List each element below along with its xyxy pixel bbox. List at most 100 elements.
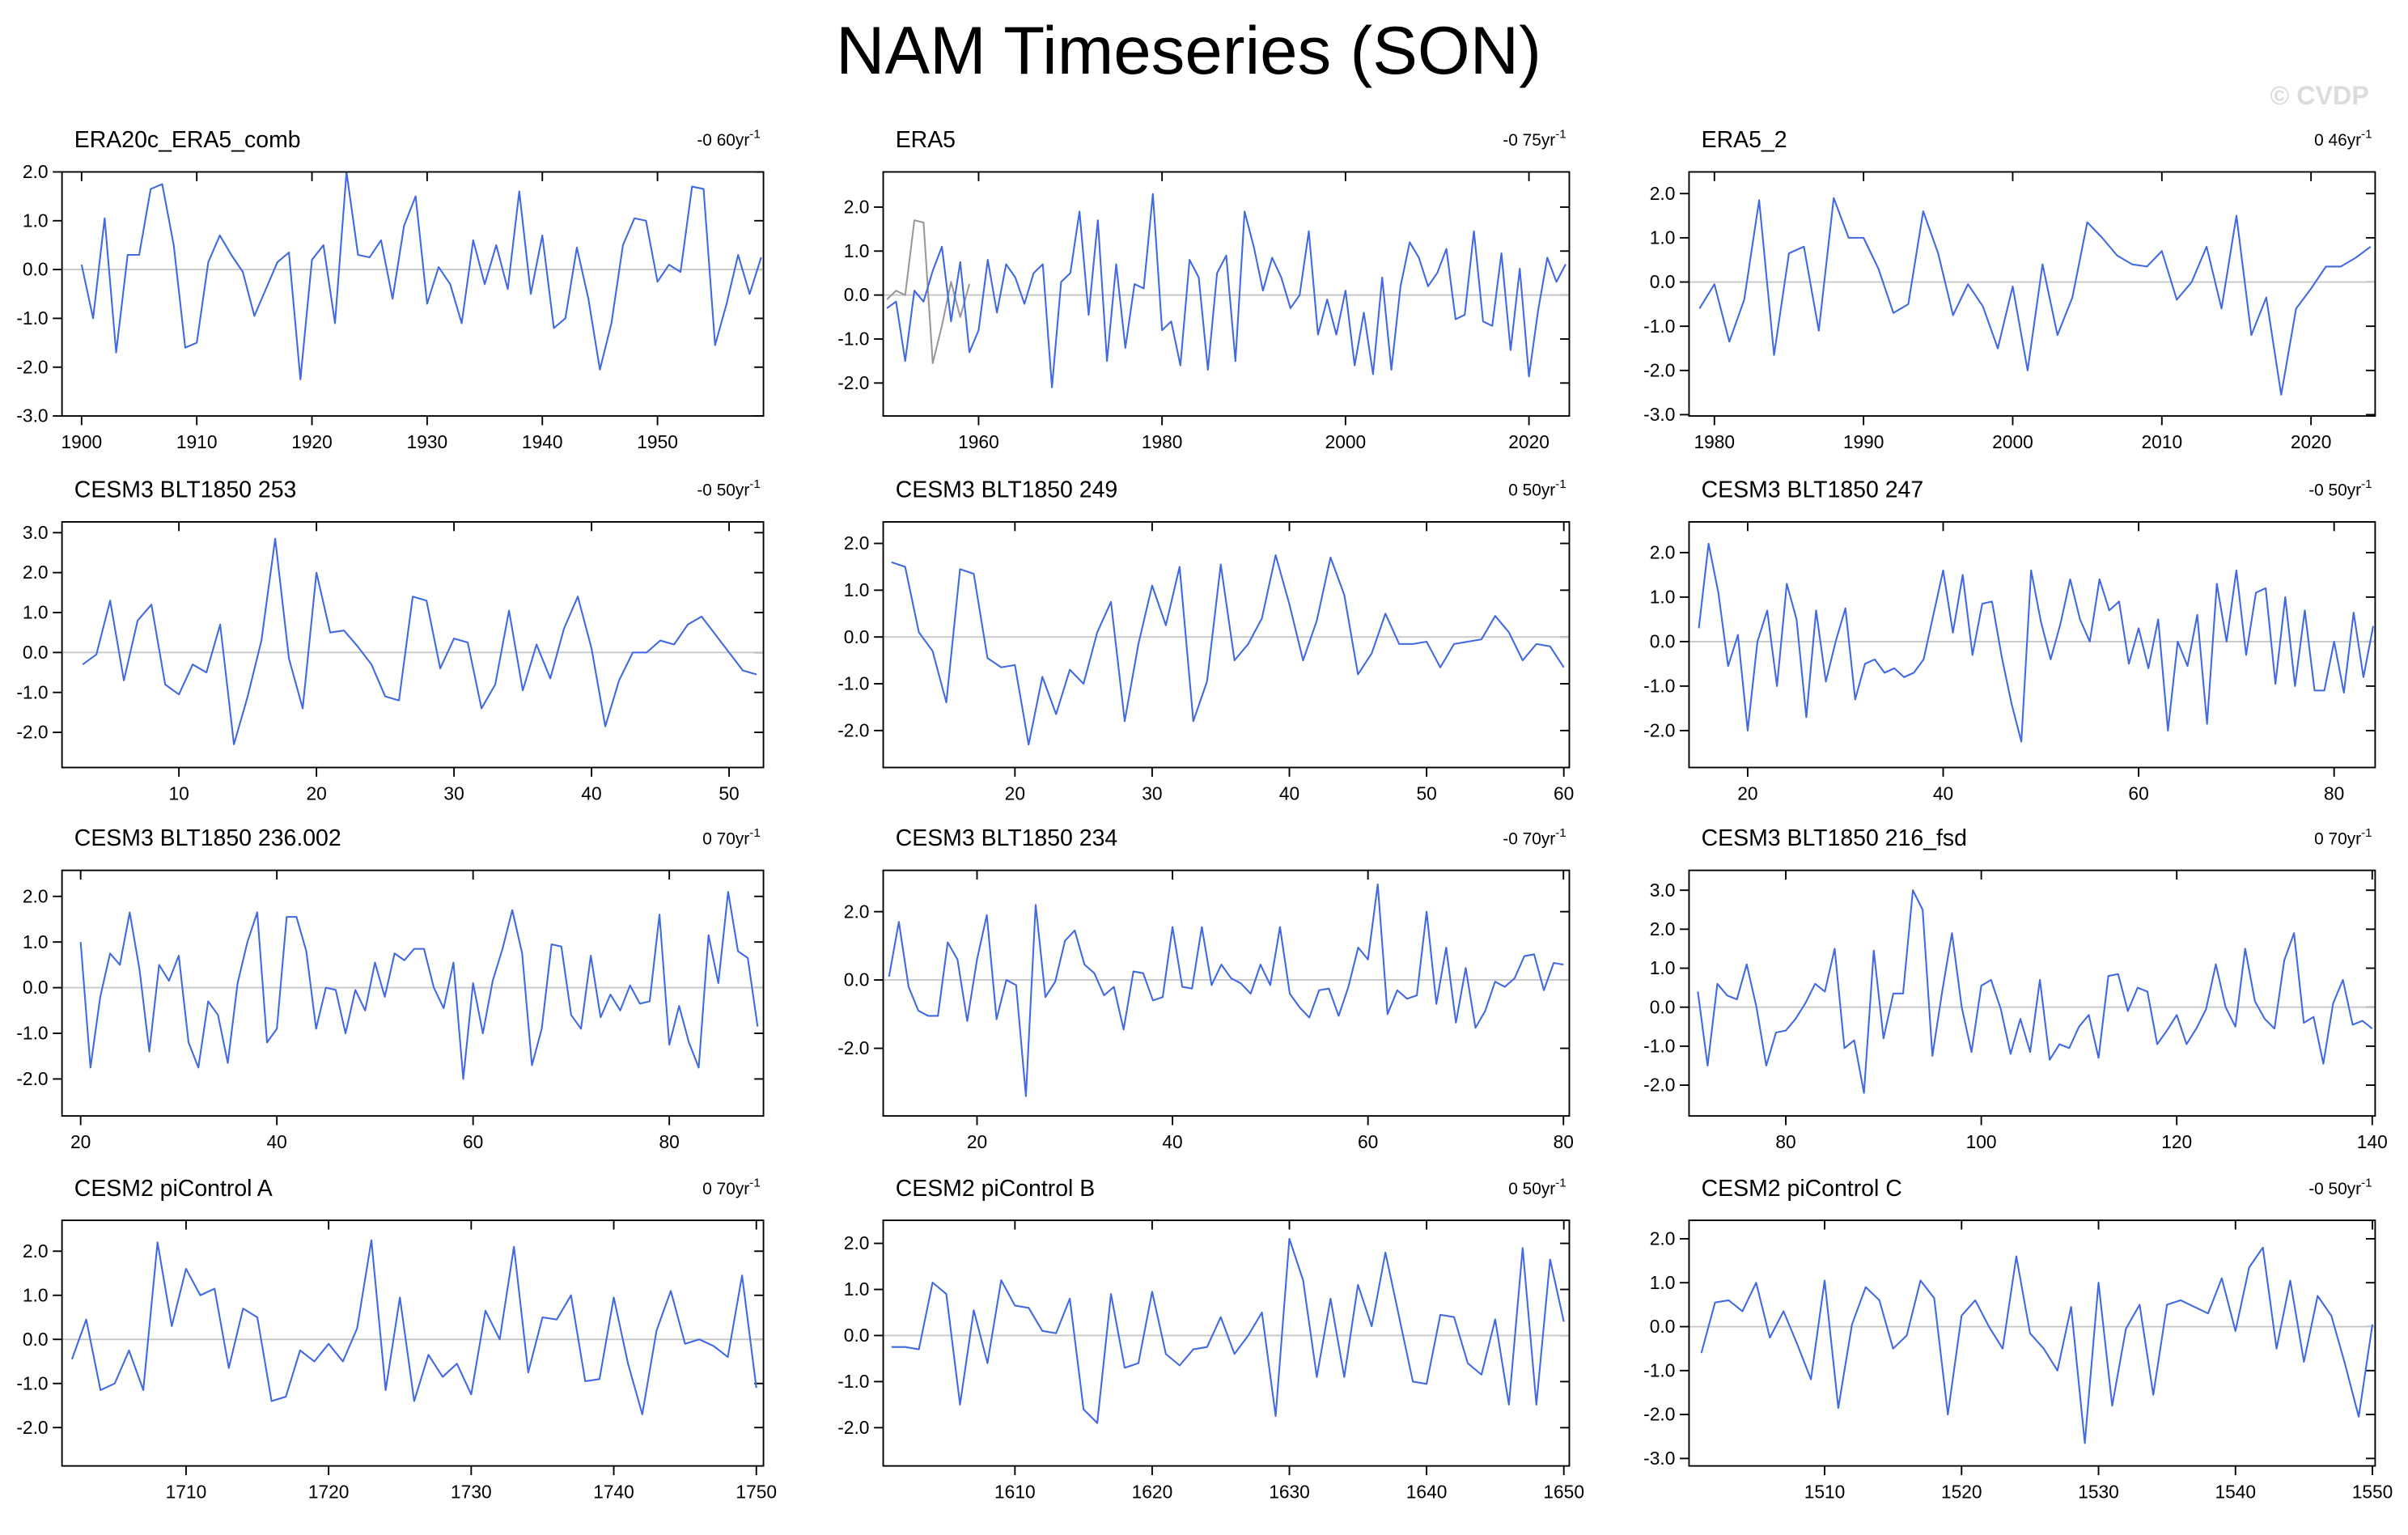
y-tick-label: -2.0 bbox=[1643, 359, 1675, 380]
trend-label: -0 75yr-1 bbox=[1503, 128, 1566, 150]
x-tick-label: 40 bbox=[581, 782, 601, 804]
trend-sup: -1 bbox=[1555, 1176, 1566, 1189]
y-tick-label: 0.0 bbox=[1650, 1316, 1676, 1337]
y-tick-label: 1.0 bbox=[844, 1278, 870, 1300]
trend-sup: -1 bbox=[2361, 1176, 2372, 1189]
y-tick-label: 1.0 bbox=[23, 931, 49, 952]
x-tick-label: 1980 bbox=[1142, 431, 1183, 452]
series-line bbox=[891, 553, 1565, 746]
trend-sup: -1 bbox=[2361, 477, 2372, 491]
x-tick-label: 80 bbox=[1554, 1131, 1574, 1152]
x-tick-label: 1960 bbox=[958, 431, 999, 452]
trend-sup: -1 bbox=[2361, 128, 2372, 142]
y-tick-label: 0.0 bbox=[844, 626, 870, 647]
trend-text: 0 70yr bbox=[702, 1180, 749, 1198]
plot-frame bbox=[1688, 1219, 2376, 1467]
x-tick-label: 1750 bbox=[736, 1481, 777, 1502]
x-tick-label: 100 bbox=[1966, 1131, 1997, 1152]
trend-text: -0 50yr bbox=[2308, 481, 2361, 500]
x-tick-label: 1980 bbox=[1694, 431, 1735, 452]
y-tick-label: 1.0 bbox=[844, 240, 870, 261]
y-tick-label: -2.0 bbox=[837, 1417, 869, 1438]
y-tick-label: -1.0 bbox=[837, 1371, 869, 1392]
panel-title: ERA20c_ERA5_comb bbox=[74, 127, 301, 153]
trend-label: -0 50yr-1 bbox=[697, 477, 760, 499]
x-tick-label: 20 bbox=[1005, 782, 1025, 804]
y-tick-label: 1.0 bbox=[23, 210, 49, 231]
y-tick-label: 1.0 bbox=[844, 579, 870, 600]
y-tick-label: 0.0 bbox=[23, 642, 49, 663]
x-tick-label: 1540 bbox=[2215, 1481, 2256, 1502]
trend-label: 0 70yr-1 bbox=[702, 1176, 760, 1198]
trend-label: -0 50yr-1 bbox=[2308, 477, 2372, 499]
y-tick-label: -1.0 bbox=[837, 673, 869, 694]
y-tick-label: -1.0 bbox=[1643, 675, 1675, 696]
y-tick-label: -1.0 bbox=[16, 1023, 48, 1044]
y-tick-label: -2.0 bbox=[16, 1417, 48, 1438]
x-tick-label: 1550 bbox=[2352, 1481, 2393, 1502]
plot-frame bbox=[1688, 521, 2376, 769]
panel-title: CESM3 BLT1850 249 bbox=[896, 477, 1118, 503]
x-tick-label: 1710 bbox=[166, 1481, 207, 1502]
x-tick-label: 50 bbox=[1416, 782, 1436, 804]
x-tick-label: 1630 bbox=[1269, 1481, 1310, 1502]
x-tick-label: 1610 bbox=[994, 1481, 1036, 1502]
x-tick-label: 2000 bbox=[1992, 431, 2033, 452]
trend-sup: -1 bbox=[2361, 826, 2372, 840]
trend-text: -0 70yr bbox=[1503, 829, 1555, 848]
x-tick-label: 1930 bbox=[407, 431, 448, 452]
x-tick-label: 1650 bbox=[1543, 1481, 1584, 1502]
x-tick-label: 1900 bbox=[61, 431, 103, 452]
y-tick-label: -1.0 bbox=[1643, 316, 1675, 337]
series-line bbox=[1698, 542, 2375, 743]
plot-frame bbox=[882, 521, 1571, 769]
plot-frame bbox=[1688, 869, 2376, 1117]
panel-title: CESM2 piControl B bbox=[896, 1176, 1096, 1202]
x-tick-label: 60 bbox=[1358, 1131, 1378, 1152]
y-tick-label: 0.0 bbox=[844, 284, 870, 305]
x-tick-label: 10 bbox=[168, 782, 189, 804]
trend-sup: -1 bbox=[749, 477, 760, 491]
x-tick-label: 1530 bbox=[2078, 1481, 2119, 1502]
x-tick-label: 1950 bbox=[637, 431, 678, 452]
x-tick-label: 60 bbox=[1554, 782, 1574, 804]
x-tick-label: 1640 bbox=[1406, 1481, 1448, 1502]
y-tick-label: 0.0 bbox=[844, 969, 870, 990]
x-tick-label: 40 bbox=[267, 1131, 287, 1152]
y-tick-label: -3.0 bbox=[1643, 1448, 1675, 1469]
plot-frame bbox=[1688, 171, 2376, 418]
panel-title: ERA5 bbox=[896, 127, 956, 153]
trend-text: 0 50yr bbox=[1508, 481, 1555, 500]
x-tick-label: 1520 bbox=[1941, 1481, 1982, 1502]
x-tick-label: 120 bbox=[2161, 1131, 2192, 1152]
x-tick-label: 2020 bbox=[2291, 431, 2332, 452]
trend-sup: -1 bbox=[749, 826, 760, 840]
panel-title: CESM2 piControl A bbox=[74, 1176, 273, 1202]
series-line bbox=[891, 1237, 1565, 1424]
x-tick-label: 140 bbox=[2357, 1131, 2388, 1152]
x-tick-label: 1990 bbox=[1843, 431, 1884, 452]
series-line bbox=[888, 883, 1564, 1097]
y-tick-label: -2.0 bbox=[837, 719, 869, 740]
trend-label: -0 50yr-1 bbox=[2308, 1176, 2372, 1198]
trend-text: -0 50yr bbox=[697, 481, 749, 500]
trend-label: -0 70yr-1 bbox=[1503, 826, 1566, 848]
plot-frame bbox=[882, 171, 1571, 418]
trend-text: -0 75yr bbox=[1503, 131, 1555, 150]
y-tick-label: 1.0 bbox=[1650, 957, 1676, 978]
x-tick-label: 1510 bbox=[1804, 1481, 1846, 1502]
panel-title: CESM2 piControl C bbox=[1702, 1176, 1902, 1202]
series-line bbox=[1698, 197, 2372, 396]
trend-text: 0 70yr bbox=[2314, 829, 2361, 848]
y-tick-label: 0.0 bbox=[23, 259, 49, 280]
series-line bbox=[1700, 1246, 2374, 1444]
x-tick-label: 1910 bbox=[176, 431, 218, 452]
panel-title: CESM3 BLT1850 236.002 bbox=[74, 825, 341, 851]
trend-text: -0 60yr bbox=[697, 131, 749, 150]
x-tick-label: 20 bbox=[967, 1131, 987, 1152]
x-tick-label: 40 bbox=[1933, 782, 1953, 804]
trend-label: 0 50yr-1 bbox=[1508, 477, 1566, 499]
panel-title: CESM3 BLT1850 234 bbox=[896, 825, 1118, 851]
